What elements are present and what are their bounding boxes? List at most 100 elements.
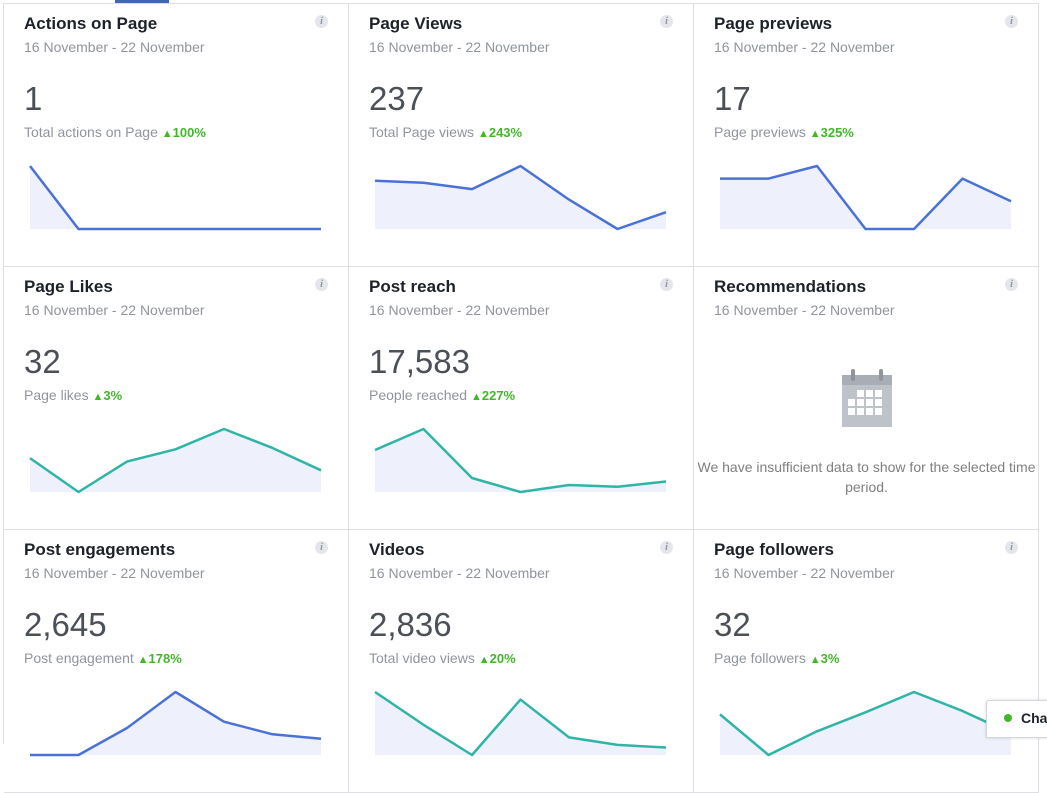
chat-label: Chat [1021, 710, 1047, 726]
card-page-views: Page Views i 16 November - 22 November 2… [349, 4, 694, 267]
metric-delta: 20% [489, 651, 516, 666]
metric-value: 2,645 [24, 606, 107, 643]
metric-label: Total video views [369, 650, 475, 666]
metric-label-row: Total Page views ▲243% [369, 124, 522, 140]
card-title[interactable]: Post reach [369, 277, 456, 296]
info-icon[interactable]: i [660, 278, 673, 291]
metric-label: Page previews [714, 124, 806, 140]
metric-label: Total actions on Page [24, 124, 158, 140]
sparkline-area [30, 692, 321, 755]
sparkline-chart[interactable] [694, 4, 1039, 267]
date-range: 16 November - 22 November [714, 302, 895, 318]
trend-up-icon: ▲ [470, 391, 482, 403]
trend-up-icon: ▲ [92, 391, 104, 403]
metric-label-row: Page previews ▲325% [714, 124, 854, 140]
info-icon[interactable]: i [660, 541, 673, 554]
sparkline-chart[interactable] [694, 530, 1039, 793]
sparkline-chart[interactable] [4, 267, 349, 530]
sparkline-area [30, 166, 321, 229]
info-icon[interactable]: i [1005, 15, 1018, 28]
metric-value: 17 [714, 80, 751, 117]
trend-up-icon: ▲ [809, 654, 821, 666]
date-range: 16 November - 22 November [24, 565, 205, 581]
metric-delta: 227% [481, 388, 516, 403]
info-icon[interactable]: i [1005, 541, 1018, 554]
card-page-followers: Page followers i 16 November - 22 Novemb… [694, 530, 1039, 793]
sparkline-line [374, 427, 667, 494]
date-range: 16 November - 22 November [369, 39, 550, 55]
metric-value: 1 [24, 80, 43, 117]
card-title[interactable]: Recommendations [714, 277, 867, 296]
metric-delta: 178% [148, 651, 182, 666]
info-icon[interactable]: i [315, 541, 328, 554]
metric-value: 237 [369, 80, 425, 117]
metric-label: Post engagement [24, 650, 134, 666]
sparkline-area [720, 166, 1011, 229]
date-range: 16 November - 22 November [24, 302, 205, 318]
metric-delta: 100% [172, 125, 206, 140]
trend-up-icon: ▲ [809, 128, 821, 140]
sparkline-area [375, 166, 666, 229]
metric-label: Page likes [24, 387, 89, 403]
no-data-message: We have insufficient data to show for th… [697, 459, 1036, 495]
calendar-icon [842, 369, 892, 427]
date-range: 16 November - 22 November [369, 565, 550, 581]
sparkline-area [375, 692, 666, 755]
metric-label-row: Page likes ▲3% [24, 387, 122, 403]
info-icon[interactable]: i [315, 278, 328, 291]
trend-up-icon: ▲ [478, 654, 490, 666]
metric-value: 32 [714, 606, 751, 643]
metric-label-row: Total actions on Page ▲100% [24, 124, 206, 140]
trend-up-icon: ▲ [161, 128, 173, 140]
sparkline-chart[interactable] [4, 4, 349, 267]
insights-grid: Actions on Page i 16 November - 22 Novem… [3, 3, 1039, 793]
card-recommendations: Recommendations i 16 November - 22 Novem… [694, 267, 1039, 530]
sparkline-chart[interactable] [349, 267, 694, 530]
metric-delta: 325% [820, 125, 854, 140]
date-range: 16 November - 22 November [369, 302, 550, 318]
trend-up-icon: ▲ [477, 128, 489, 140]
card-title[interactable]: Videos [369, 540, 425, 559]
card-title[interactable]: Page Views [369, 14, 463, 33]
date-range: 16 November - 22 November [24, 39, 205, 55]
metric-value: 17,583 [369, 343, 470, 380]
card-title[interactable]: Actions on Page [24, 14, 158, 33]
sparkline-line [29, 165, 321, 231]
card-title[interactable]: Page Likes [24, 277, 113, 296]
metric-label: Total Page views [369, 124, 475, 140]
sparkline-chart[interactable] [4, 530, 349, 793]
tab-active-indicator [115, 0, 169, 3]
date-range: 16 November - 22 November [714, 39, 895, 55]
card-title[interactable]: Page followers [714, 540, 834, 559]
card-page-previews: Page previews i 16 November - 22 Novembe… [694, 4, 1039, 267]
metric-label-row: Post engagement ▲178% [24, 650, 182, 666]
sparkline-line [29, 427, 322, 494]
info-icon[interactable]: i [1005, 278, 1018, 291]
sparkline-chart[interactable] [349, 530, 694, 793]
sparkline-line [720, 164, 1012, 231]
sparkline-area [720, 692, 1011, 755]
online-status-icon [1004, 714, 1012, 722]
info-icon[interactable]: i [660, 15, 673, 28]
card-title[interactable]: Page previews [714, 14, 833, 33]
chat-tab[interactable]: Chat [986, 700, 1047, 738]
metric-label-row: People reached ▲227% [369, 387, 515, 403]
trend-up-icon: ▲ [137, 654, 149, 666]
metric-label-row: Total video views ▲20% [369, 650, 516, 666]
metric-label-row: Page followers ▲3% [714, 650, 839, 666]
sparkline-area [375, 429, 666, 492]
metric-delta: 3% [103, 388, 123, 403]
card-title[interactable]: Post engagements [24, 540, 176, 559]
card-videos: Videos i 16 November - 22 November 2,836… [349, 530, 694, 793]
sparkline-line [374, 164, 667, 231]
card-actions-on-page: Actions on Page i 16 November - 22 Novem… [4, 4, 349, 267]
metric-value: 32 [24, 343, 61, 380]
card-post-engagements: Post engagements i 16 November - 22 Nove… [4, 530, 349, 793]
sparkline-area [30, 429, 321, 492]
info-icon[interactable]: i [315, 15, 328, 28]
metric-label: Page followers [714, 650, 806, 666]
metric-value: 2,836 [369, 606, 452, 643]
sparkline-chart[interactable] [349, 4, 694, 267]
metric-label: People reached [369, 387, 468, 403]
date-range: 16 November - 22 November [714, 565, 895, 581]
